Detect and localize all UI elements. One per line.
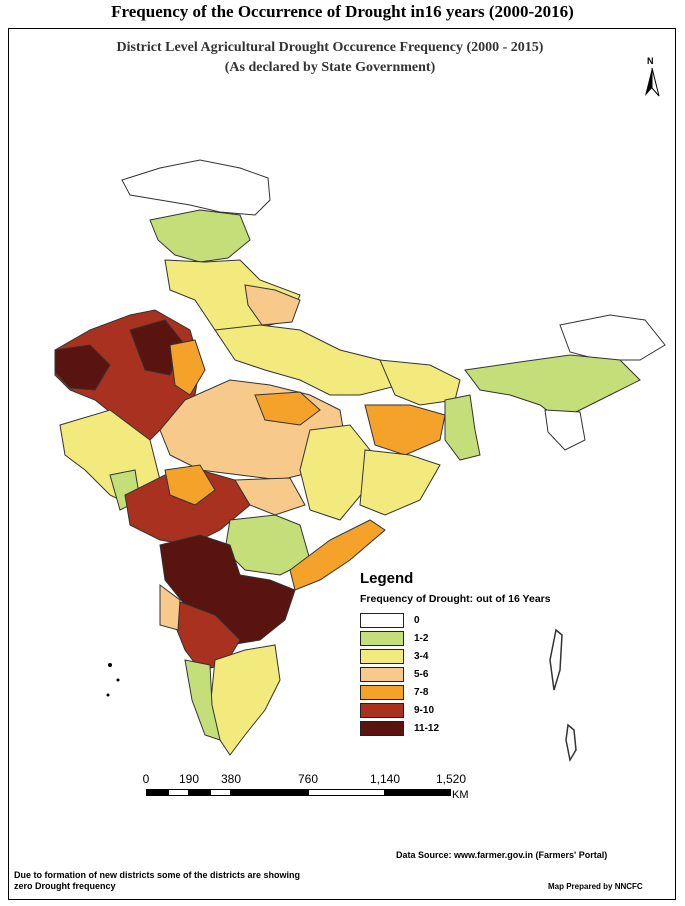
scale-tick-label: 0 [142,772,150,786]
region-ap-orange [289,519,386,591]
region-bihar-yellow [379,359,461,406]
district-note: Due to formation of new districts some o… [14,870,301,891]
region-kerala-green [184,659,221,741]
legend-item: 11-12 [360,719,620,737]
region-mp-orange [254,391,321,426]
region-rajasthan-orange [169,339,206,396]
region-bengal-green [444,394,481,461]
region-north-green [149,209,251,263]
scale-tick-label: 190 [178,772,200,786]
legend-item: 0 [360,611,620,629]
legend-item: 5-6 [360,665,620,683]
region-rajasthan-darkest [54,344,111,391]
region-north-white [121,159,271,216]
legend-label: 5-6 [414,668,429,680]
region-northeast-white-south [544,409,586,451]
scale-tick-label: 1,520 [435,772,467,786]
region-uttarakhand-peach [244,284,301,326]
legend-label: 1-2 [414,632,429,644]
region-northeast-green [464,354,641,421]
legend-label: 3-4 [414,650,429,662]
legend-swatch [360,720,404,736]
scale-bar: 0 190 380 760 1,140 1,520 KM [142,772,486,802]
prepared-by: Map Prepared by NNCFC [548,882,643,891]
north-arrow-icon [645,67,660,97]
data-source: Data Source: www.farmer.gov.in (Farmers'… [396,850,608,860]
legend-item: 1-2 [360,629,620,647]
region-chhattisgarh-yellow [299,424,371,521]
legend-swatch [360,612,404,628]
legend-swatch [360,702,404,718]
region-up-yellow [214,324,401,396]
legend-swatch [360,648,404,664]
region-nicobar-islands [565,723,577,763]
region-maharashtra-orange [164,464,216,506]
legend-swatch [360,684,404,700]
north-label: N [647,56,654,66]
legend-label: 0 [414,614,420,626]
legend: Legend Frequency of Drought: out of 16 Y… [360,570,620,737]
legend-item: 9-10 [360,701,620,719]
region-maharashtra-peach [234,477,306,516]
region-jharkhand-orange [364,404,446,456]
page-title: Frequency of the Occurrence of Drought i… [111,2,574,21]
legend-subtitle: Frequency of Drought: out of 16 Years [360,593,551,605]
map-title: District Level Agricultural Drought Occu… [20,38,640,78]
map-title-line1: District Level Agricultural Drought Occu… [116,40,544,55]
legend-item: 7-8 [360,683,620,701]
legend-swatch [360,630,404,646]
legend-label: 7-8 [414,686,429,698]
legend-label: 9-10 [414,704,435,716]
map-title-line2: (As declared by State Government) [224,60,436,75]
region-odisha-yellow [359,449,441,516]
legend-label: 11-12 [414,722,440,734]
scale-tick-label: 380 [220,772,242,786]
region-northeast-white [559,314,666,361]
legend-title: Legend [360,570,414,587]
legend-swatch [360,666,404,682]
lakshadweep-islands [108,663,112,667]
legend-item: 3-4 [360,647,620,665]
scale-tick-label: 760 [297,772,319,786]
region-andaman-islands [549,628,563,691]
scale-unit: KM [452,789,469,801]
region-tamilnadu-yellow [209,644,281,756]
map-frame [8,28,676,900]
region-karnataka-peach [159,584,181,631]
scale-tick-label: 1,140 [369,772,401,786]
